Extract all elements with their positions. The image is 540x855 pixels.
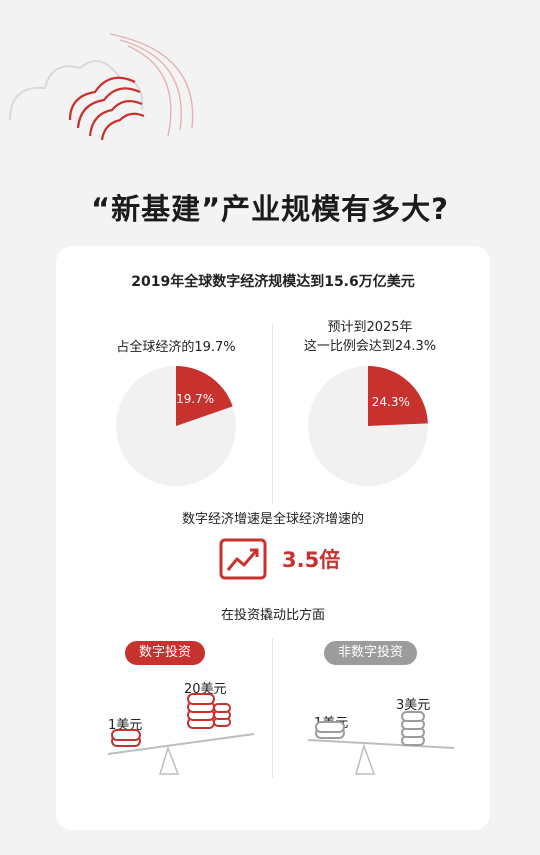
pie-slice-label: 24.3%: [372, 395, 410, 409]
left-pie-caption: 占全球经济的19.7%: [76, 338, 276, 357]
non-digital-output-amount: 3美元: [396, 698, 431, 713]
non-digital-balance-scale-icon: [307, 711, 455, 775]
right-caption-line1: 预计到2025年: [327, 320, 413, 335]
trend-up-icon: [219, 538, 267, 580]
investment-title: 在投资撬动比方面: [220, 608, 325, 623]
info-card: 2019年全球数字经济规模达到15.6万亿美元 占全球经济的19.7% 预计到2…: [56, 246, 490, 830]
left-caption-text: 占全球经济的19.7%: [116, 340, 236, 355]
pie-slice-label: 19.7%: [176, 392, 214, 406]
growth-multiplier: 3.5倍: [282, 548, 341, 572]
right-caption-line2: 这一比例会达到24.3%: [303, 339, 437, 354]
growth-text: 数字经济增速是全球经济增速的: [181, 512, 364, 527]
headline: 2019年全球数字经济规模达到15.6万亿美元: [131, 274, 415, 290]
digital-investment-badge: 数字投资: [125, 641, 206, 665]
pie-chart-current: 19.7%: [116, 366, 236, 486]
right-pie-caption: 预计到2025年 这一比例会达到24.3%: [270, 318, 470, 356]
pie-slice-digital-share: [176, 366, 233, 426]
cloud-wave-decoration: [9, 33, 194, 141]
non-digital-investment-badge: 非数字投资: [324, 641, 418, 665]
pie-slice-digital-share: [368, 366, 428, 426]
digital-balance-scale-icon: [107, 693, 255, 775]
page-title: “新基建”产业规模有多大?: [91, 192, 449, 226]
divider: [272, 638, 273, 778]
pie-chart-2025: 24.3%: [308, 366, 428, 486]
divider: [272, 324, 273, 504]
